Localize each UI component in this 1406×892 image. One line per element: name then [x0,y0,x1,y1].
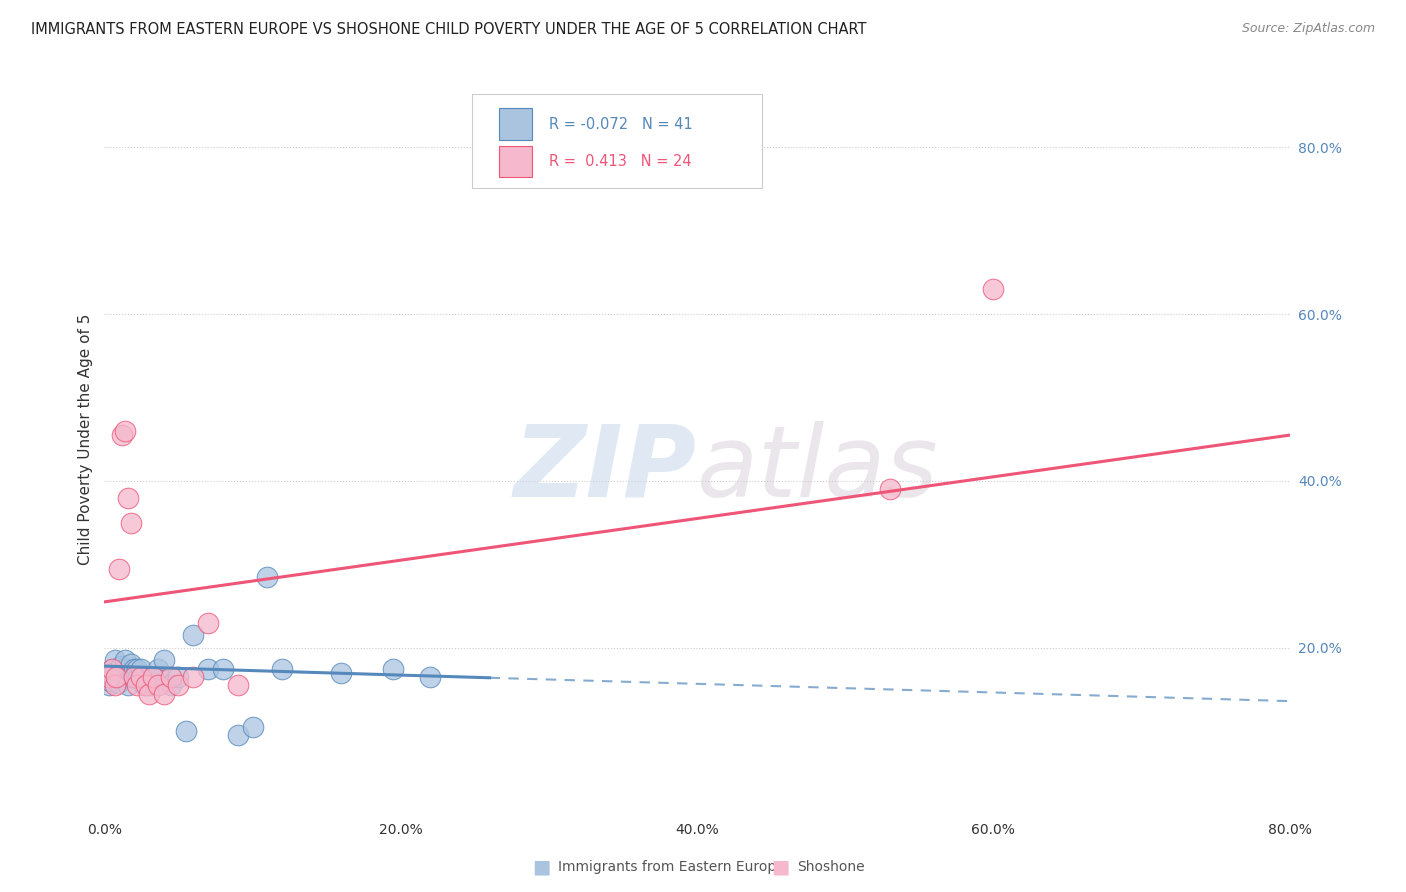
Point [135,678,157,692]
Point [104,678,127,692]
Text: R = -0.072   N = 41: R = -0.072 N = 41 [548,117,693,132]
Point [330,665,353,680]
FancyBboxPatch shape [499,146,533,178]
Point [105,664,128,678]
Text: atlas: atlas [697,421,939,518]
Text: IMMIGRANTS FROM EASTERN EUROPE VS SHOSHONE CHILD POVERTY UNDER THE AGE OF 5 CORR: IMMIGRANTS FROM EASTERN EUROPE VS SHOSHO… [31,22,866,37]
Point [271,662,294,676]
Point [121,670,143,684]
Point [142,670,165,684]
Text: ■: ■ [770,857,790,877]
FancyBboxPatch shape [472,94,762,188]
Point [122,662,145,676]
Point [96,665,118,680]
Point [226,728,249,742]
Text: R =  0.413   N = 24: R = 0.413 N = 24 [548,154,692,169]
Point [152,653,174,667]
Point [879,483,901,497]
Point [138,687,160,701]
Point [181,628,204,642]
Text: ZIP: ZIP [515,421,697,518]
Point [110,659,132,673]
Point [98,674,121,689]
Point [256,570,278,584]
Point [97,670,120,684]
Point [146,678,169,692]
Point [101,662,124,676]
Y-axis label: Child Poverty Under the Age of 5: Child Poverty Under the Age of 5 [79,314,93,565]
Point [197,615,219,630]
Text: ■: ■ [531,857,551,877]
Point [111,428,134,442]
Point [131,670,153,684]
Point [125,678,148,692]
FancyBboxPatch shape [499,108,533,140]
Point [101,662,124,676]
Point [212,662,235,676]
Point [134,678,156,692]
Point [131,662,153,676]
Point [152,687,174,701]
Point [108,667,131,681]
Point [138,678,160,692]
Point [107,675,129,690]
Point [981,282,1004,296]
Point [122,670,145,684]
Point [419,670,441,684]
Point [108,561,131,575]
Text: Source: ZipAtlas.com: Source: ZipAtlas.com [1241,22,1375,36]
Point [104,653,127,667]
Point [127,670,149,684]
Point [103,670,125,684]
Point [112,662,135,676]
Point [111,670,134,684]
Point [197,662,219,676]
Point [117,678,139,692]
Point [160,678,183,692]
Point [124,670,146,684]
Point [97,678,120,692]
Point [174,724,197,739]
Point [226,678,249,692]
Text: Immigrants from Eastern Europe: Immigrants from Eastern Europe [558,860,785,874]
Point [114,653,136,667]
Point [117,491,139,505]
Point [242,720,264,734]
Point [167,678,190,692]
Point [382,662,405,676]
Point [120,657,142,672]
Point [146,662,169,676]
Point [114,424,136,438]
Point [118,665,141,680]
Point [160,670,183,684]
Point [167,670,190,684]
Point [181,670,204,684]
Point [115,670,138,684]
Point [120,516,142,530]
Point [142,670,165,684]
Text: Shoshone: Shoshone [797,860,865,874]
Point [125,662,148,676]
Point [105,670,128,684]
